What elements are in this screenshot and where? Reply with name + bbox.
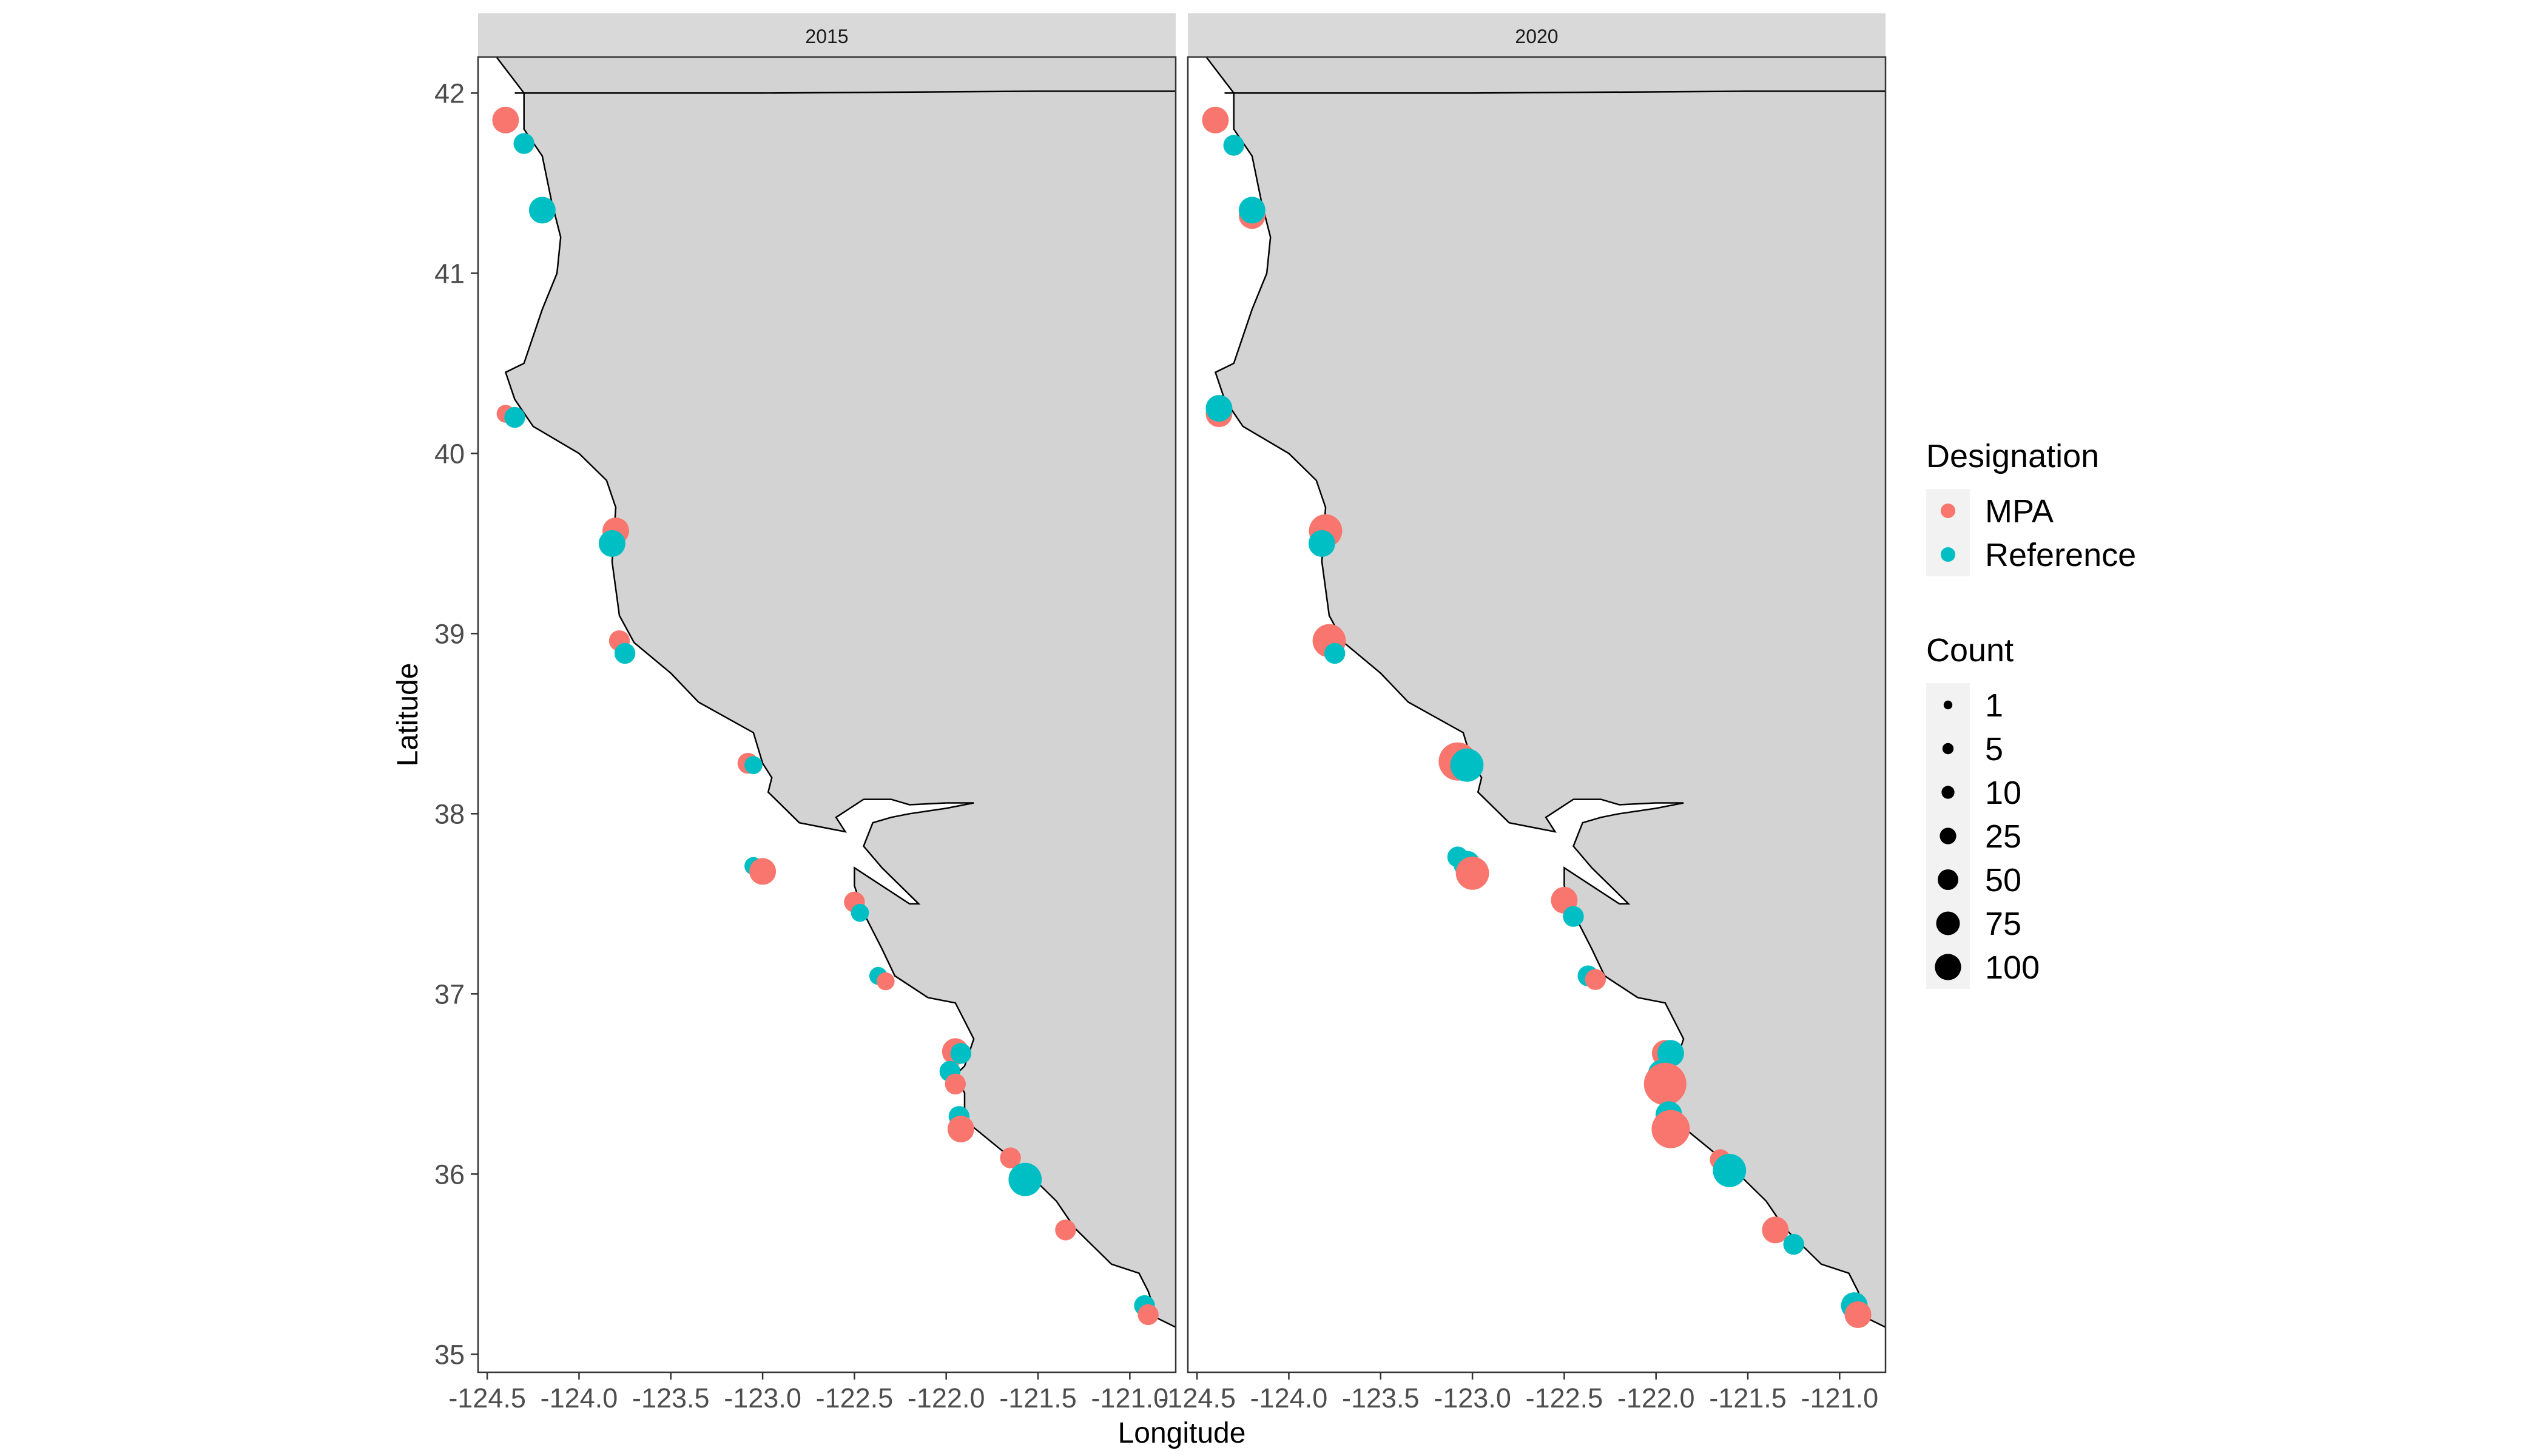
legend-label-reference: Reference	[1985, 537, 2136, 573]
data-point-mpa	[1455, 856, 1489, 890]
x-tick-label: -121.5	[1709, 1383, 1787, 1414]
legend-size-label: 25	[1985, 818, 2021, 855]
y-tick-label: 35	[434, 1339, 465, 1370]
data-point-mpa	[492, 106, 519, 133]
data-point-reference	[598, 530, 625, 557]
x-tick-label: -124.0	[541, 1383, 618, 1414]
y-tick-label: 42	[434, 78, 465, 109]
data-point-reference	[1238, 197, 1266, 224]
y-tick-label: 37	[434, 979, 465, 1009]
legend-key-reference	[1941, 547, 1955, 562]
data-point-mpa	[1651, 1110, 1690, 1148]
land-area	[1206, 57, 1886, 1327]
x-tick-label: -121.0	[1091, 1383, 1169, 1414]
legend-size-label: 1	[1985, 687, 2003, 724]
legend-label-mpa: MPA	[1985, 493, 2054, 530]
data-point-reference	[744, 756, 763, 774]
data-point-reference	[1783, 1233, 1804, 1255]
facet-strip	[478, 13, 1176, 57]
data-point-reference	[1563, 906, 1584, 927]
y-tick-label: 38	[434, 798, 465, 829]
panel-border	[1187, 56, 1887, 1373]
legend: Designation Count MPA Reference 1 5 10 25 50 75…	[1926, 438, 2136, 989]
x-tick-label: -121.5	[999, 1383, 1077, 1414]
y-tick-label: 41	[434, 258, 465, 289]
x-axis-title: Longitude	[1118, 1417, 1246, 1449]
data-point-reference	[504, 406, 525, 428]
data-point-reference	[513, 133, 534, 154]
data-point-mpa	[1055, 1219, 1076, 1241]
legend-title-count: Count	[1926, 632, 2014, 669]
data-point-mpa	[1585, 969, 1606, 990]
x-tick-label: -122.5	[1526, 1383, 1603, 1414]
state-border	[514, 90, 1176, 94]
legend-size-label: 100	[1985, 949, 2040, 986]
data-point-mpa	[1000, 1147, 1021, 1168]
data-point-reference	[528, 197, 556, 224]
data-point-mpa	[877, 972, 895, 991]
legend-size-key	[1938, 869, 1958, 890]
legend-size-key	[1942, 743, 1954, 755]
x-tick-label: -124.5	[1158, 1383, 1236, 1414]
legend-size-key	[1941, 786, 1955, 799]
legend-size-key	[1936, 911, 1960, 935]
y-tick-label: 36	[434, 1159, 465, 1190]
x-tick-label: -122.5	[816, 1383, 894, 1414]
data-point-reference	[1008, 1162, 1042, 1196]
y-tick-label: 40	[434, 438, 465, 469]
y-axis: 35 36 37 38 39 40 41 42	[434, 78, 478, 1370]
data-point-reference	[614, 642, 636, 664]
data-point-mpa	[749, 858, 777, 885]
data-point-mpa	[1138, 1304, 1159, 1326]
state-border	[1224, 90, 1886, 94]
facet-panel-2020: 2020	[1187, 13, 1887, 1373]
data-point-reference	[1223, 135, 1244, 156]
map-area	[1202, 56, 1886, 1328]
x-tick-label: -121.0	[1801, 1383, 1879, 1414]
legend-size-label: 50	[1985, 862, 2021, 898]
data-point-mpa	[1844, 1301, 1872, 1328]
x-tick-label: -123.5	[1342, 1383, 1420, 1414]
data-point-mpa	[945, 1073, 966, 1095]
data-point-reference	[1324, 642, 1346, 664]
data-point-reference	[1713, 1154, 1747, 1187]
legend-size-label: 10	[1985, 775, 2021, 811]
data-point-mpa	[1762, 1216, 1789, 1244]
legend-key-mpa	[1941, 504, 1955, 518]
legend-size-label: 75	[1985, 906, 2021, 942]
data-point-reference	[1657, 1040, 1684, 1067]
x-tick-label: -124.5	[448, 1383, 526, 1414]
data-point-mpa	[947, 1116, 974, 1143]
data-point-mpa	[1202, 106, 1229, 133]
x-tick-label: -122.0	[1617, 1383, 1695, 1414]
panel-border	[477, 56, 1177, 1373]
legend-size-key	[1940, 827, 1956, 844]
data-point-reference	[1450, 748, 1484, 782]
x-tick-label: -123.5	[632, 1383, 710, 1414]
x-tick-label: -124.0	[1250, 1383, 1328, 1414]
legend-size-key	[1943, 700, 1953, 710]
map-area	[492, 56, 1176, 1328]
facet-panel-2015: 2015	[477, 13, 1177, 1373]
facet-strip-label: 2015	[805, 25, 848, 47]
x-tick-label: -123.0	[724, 1383, 801, 1414]
x-axis: -124.5 -124.0 -123.5 -123.0 -122.5 -122.0 -121…	[448, 1372, 1878, 1414]
data-point-reference	[1205, 395, 1233, 422]
data-point-reference	[851, 903, 869, 922]
facet-strip	[1188, 13, 1886, 57]
y-tick-label: 39	[434, 618, 465, 649]
data-point-reference	[950, 1043, 972, 1064]
x-tick-label: -122.0	[908, 1383, 985, 1414]
facet-strip-label: 2020	[1515, 25, 1558, 47]
x-tick-label: -123.0	[1434, 1383, 1511, 1414]
legend-title-designation: Designation	[1926, 438, 2099, 474]
legend-size-label: 5	[1985, 731, 2003, 767]
data-point-mpa	[1643, 1062, 1687, 1105]
land-area	[496, 57, 1176, 1327]
data-point-reference	[1308, 530, 1335, 557]
legend-size-key	[1935, 954, 1961, 980]
y-axis-title: Latitude	[392, 663, 424, 767]
